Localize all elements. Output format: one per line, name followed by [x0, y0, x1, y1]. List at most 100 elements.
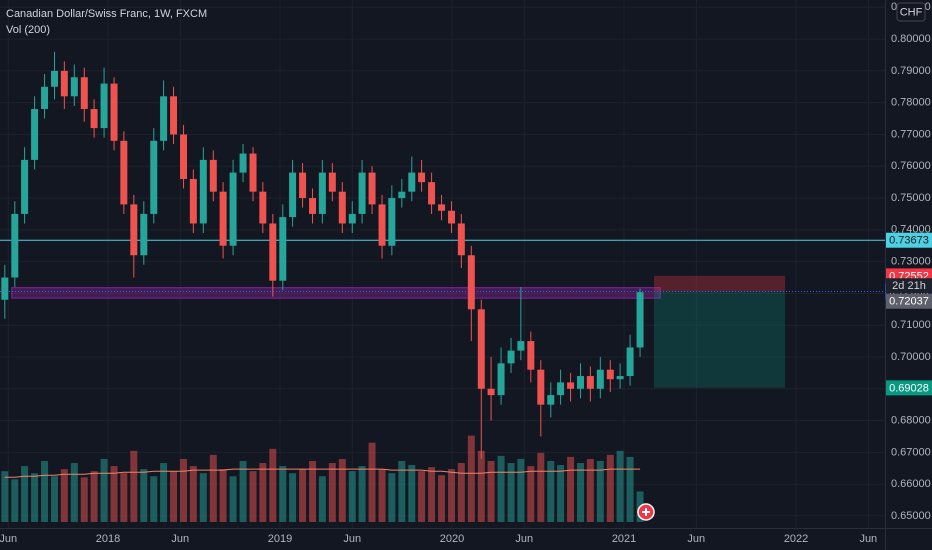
volume-bar — [527, 466, 535, 522]
volume-bar — [31, 473, 39, 522]
volume-bar — [189, 466, 197, 522]
volume-bar — [438, 475, 446, 522]
volume-bar — [150, 476, 158, 522]
candle-body — [497, 363, 505, 396]
y-tick-label: 0.70000 — [891, 351, 931, 363]
y-tick-label: 0.76000 — [891, 160, 931, 172]
volume-bar — [90, 471, 98, 522]
volume-bar — [577, 463, 585, 522]
candle-body — [51, 70, 59, 87]
volume-bar — [120, 473, 128, 522]
add-button[interactable] — [637, 503, 655, 521]
volume-bar — [358, 466, 366, 522]
volume-bar — [21, 466, 29, 522]
candle-body — [636, 292, 644, 348]
volume-bar — [318, 476, 326, 522]
candle-body — [557, 382, 565, 396]
candle-body — [408, 172, 416, 192]
position-stop-zone — [653, 275, 786, 292]
y-tick-label: 0.77000 — [891, 128, 931, 140]
volume-bar — [259, 463, 267, 522]
candle-body — [358, 172, 366, 214]
volume-bar — [1, 471, 9, 522]
candle-body — [259, 191, 267, 224]
candle-body — [378, 204, 386, 246]
volume-bar — [467, 435, 475, 522]
candle-body — [170, 96, 178, 135]
candle-body — [537, 369, 545, 405]
candle-body — [110, 83, 118, 141]
volume-bar — [517, 458, 525, 522]
currency-button[interactable] — [896, 2, 926, 22]
candle-body — [309, 198, 317, 214]
volume-bar — [60, 469, 68, 522]
candle-body — [517, 341, 525, 351]
volume-bar — [507, 463, 515, 522]
candle-body — [1, 277, 9, 300]
y-tick-label: 0.66000 — [891, 478, 931, 490]
y-tick-label: 0.79000 — [891, 65, 931, 77]
candle-body — [229, 172, 237, 246]
candle-body — [100, 83, 108, 129]
candle-body — [70, 77, 78, 97]
candle-body — [219, 191, 227, 246]
x-tick-label: 2022 — [784, 533, 808, 545]
volume-bar — [398, 461, 406, 522]
volume-bar — [497, 455, 505, 522]
candle-body — [11, 213, 19, 278]
volume-bar — [547, 461, 555, 522]
candle-body — [31, 109, 39, 160]
candle-body — [616, 376, 624, 380]
volume-bar — [616, 450, 624, 522]
volume-bar — [487, 461, 495, 522]
candle-body — [60, 70, 68, 97]
x-tick-label: Jun — [859, 533, 877, 545]
candles — [1, 51, 644, 459]
candle-body — [418, 172, 426, 183]
y-tick-label: 0.75000 — [891, 192, 931, 204]
volume-bar — [51, 476, 59, 522]
volume-bar — [586, 458, 594, 522]
chart-title: Canadian Dollar/Swiss Franc, 1W, FXCM — [6, 8, 207, 20]
candle-body — [438, 204, 446, 211]
volume-bar — [170, 471, 178, 522]
candle-body — [596, 369, 604, 389]
candle-body — [626, 347, 634, 377]
volume-bar — [289, 473, 297, 522]
candle-body — [299, 172, 307, 199]
candle-body — [507, 350, 515, 364]
position-target-zone — [653, 291, 786, 388]
volume-bar — [160, 463, 168, 522]
current-price-label: 0.72037 — [889, 296, 929, 308]
volume-bar — [457, 463, 465, 522]
add-icon[interactable] — [642, 508, 650, 516]
zone — [11, 287, 661, 299]
candle-body — [41, 86, 49, 110]
candle-body — [467, 255, 475, 310]
volume-bar — [41, 461, 49, 522]
volume-bar — [557, 465, 565, 522]
countdown-box — [886, 278, 932, 294]
volume-bar — [219, 469, 227, 522]
candle-body — [249, 153, 257, 192]
candle-body — [289, 172, 297, 218]
price-label: 0.73673 — [889, 235, 929, 247]
volume-bar — [70, 463, 78, 522]
volume-bar — [348, 471, 356, 522]
y-tick-label: 0.78000 — [891, 97, 931, 109]
volume-bar — [428, 467, 436, 522]
price-label: 0.69028 — [889, 382, 929, 394]
candle-body — [279, 217, 287, 281]
candle-body — [21, 159, 29, 214]
y-tick-label: 0.80000 — [891, 33, 931, 45]
y-tick-label: 0.65000 — [891, 510, 931, 522]
x-tick-label: 2020 — [440, 533, 464, 545]
candle-body — [477, 309, 485, 389]
candle-body — [527, 341, 535, 370]
volume-bar — [388, 473, 396, 522]
volume-bar — [11, 479, 19, 522]
currency-label[interactable]: CHF — [900, 6, 923, 18]
